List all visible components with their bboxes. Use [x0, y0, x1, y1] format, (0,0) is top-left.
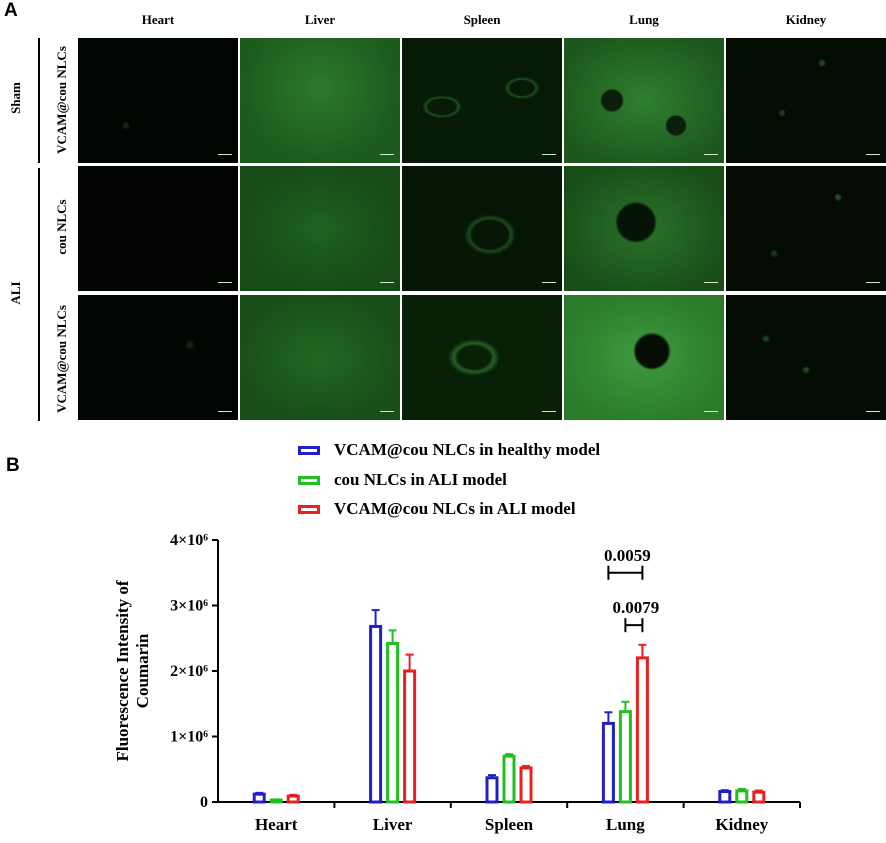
bar-lung-series1	[601, 721, 615, 804]
y-tick-label: 4×10⁶	[170, 532, 208, 549]
bar-liver-series1	[369, 624, 383, 804]
scale-bar	[218, 411, 232, 416]
legend-item-vcam-ali: VCAM@cou NLCs in ALI model	[298, 499, 576, 519]
micrograph-liver-row3	[240, 295, 400, 420]
y-tick-label: 2×10⁶	[170, 663, 208, 680]
micrograph-liver-row2	[240, 166, 400, 291]
legend-swatch-red	[298, 504, 320, 514]
y-tick-label: 1×10⁶	[170, 729, 208, 746]
micrograph-lung-row2	[564, 166, 724, 291]
row-label-vcam-sham: VCAM@cou NLCs	[54, 46, 69, 154]
legend-label-healthy: VCAM@cou NLCs in healthy model	[334, 440, 601, 459]
scale-bar	[218, 282, 232, 287]
scale-bar	[218, 154, 232, 159]
legend-item-healthy: VCAM@cou NLCs in healthy model	[298, 440, 600, 460]
micrograph-spleen-row1	[402, 38, 562, 163]
scale-bar	[542, 411, 556, 416]
scale-bar	[704, 282, 718, 287]
p-value-label: 0.0079	[613, 598, 660, 617]
legend-swatch-blue	[298, 445, 320, 455]
panel-b-letter: B	[6, 455, 20, 476]
scale-bar	[866, 411, 880, 416]
micrograph-spleen-row3	[402, 295, 562, 420]
legend-label-vcam-ali: VCAM@cou NLCs in ALI model	[334, 499, 576, 518]
micrograph-heart-row1	[78, 38, 238, 163]
y-tick-label: 0	[200, 794, 208, 811]
scale-bar	[542, 282, 556, 287]
micrograph-lung-row1	[564, 38, 724, 163]
y-tick-label: 3×10⁶	[170, 598, 208, 615]
column-header-heart: Heart	[141, 12, 175, 27]
legend-swatch-green	[298, 475, 320, 485]
bar-lung-series3	[635, 656, 649, 804]
micrograph-kidney-row1	[726, 38, 886, 163]
bar-heart-series1	[252, 792, 266, 804]
column-header-spleen: Spleen	[463, 12, 501, 27]
bar-spleen-series2	[502, 754, 516, 804]
micrograph-kidney-row3	[726, 295, 886, 420]
scale-bar	[380, 282, 394, 287]
group-line-sham	[38, 38, 40, 163]
micrograph-lung-row3	[564, 295, 724, 420]
micrograph-heart-row2	[78, 166, 238, 291]
column-header-lung: Lung	[629, 12, 659, 27]
bar-spleen-series3	[519, 766, 533, 804]
x-tick-label-liver: Liver	[373, 815, 413, 834]
p-value-label: 0.0059	[604, 546, 651, 565]
bar-heart-series2	[269, 798, 283, 804]
x-tick-label-spleen: Spleen	[485, 815, 534, 834]
y-axis-label: Fluorescence Intensity ofCoumarin	[113, 580, 152, 761]
panel-a-letter: A	[4, 0, 18, 21]
group-line-ali	[38, 168, 40, 421]
legend-item-cou-ali: cou NLCs in ALI model	[298, 470, 507, 490]
column-header-kidney: Kidney	[785, 12, 827, 27]
scale-bar	[380, 154, 394, 159]
scale-bar	[380, 411, 394, 416]
scale-bar	[866, 282, 880, 287]
bar-kidney-series3	[752, 790, 766, 804]
bar-heart-series3	[286, 794, 300, 804]
x-tick-label-kidney: Kidney	[715, 815, 768, 834]
micrograph-spleen-row2	[402, 166, 562, 291]
bar-kidney-series2	[735, 789, 749, 804]
micrograph-liver-row1	[240, 38, 400, 163]
group-label-sham: Sham	[8, 82, 23, 114]
scale-bar	[704, 411, 718, 416]
x-tick-label-lung: Lung	[606, 815, 645, 834]
scale-bar	[704, 154, 718, 159]
row-label-vcam-ali: VCAM@cou NLCs	[54, 305, 69, 413]
bar-kidney-series1	[718, 790, 732, 804]
bar-liver-series3	[403, 669, 417, 804]
group-label-ali: ALI	[8, 281, 23, 305]
bar-spleen-series1	[485, 776, 499, 804]
legend-label-cou-ali: cou NLCs in ALI model	[334, 470, 507, 489]
micrograph-heart-row3	[78, 295, 238, 420]
row-label-cou-ali: cou NLCs	[54, 199, 69, 255]
bar-liver-series2	[386, 641, 400, 804]
micrograph-kidney-row2	[726, 166, 886, 291]
scale-bar	[542, 154, 556, 159]
x-tick-label-heart: Heart	[255, 815, 298, 834]
column-header-liver: Liver	[304, 12, 336, 27]
scale-bar	[866, 154, 880, 159]
bar-lung-series2	[618, 710, 632, 804]
